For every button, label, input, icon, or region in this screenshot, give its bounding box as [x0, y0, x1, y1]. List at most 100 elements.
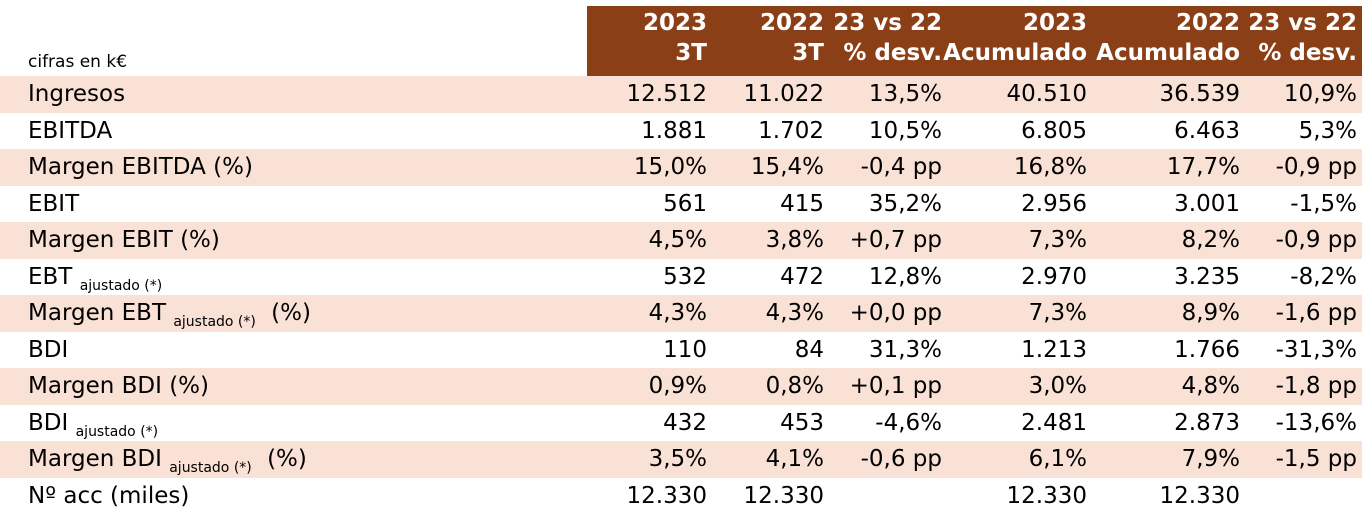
table-cell: 532: [663, 263, 707, 290]
row-label: Margen BDI (%): [28, 368, 209, 404]
col-header-line2: 3T: [675, 40, 707, 66]
table-cell: 4,5%: [648, 227, 707, 253]
table-cell: -0,6 pp: [860, 446, 942, 472]
table-cell: -13,6%: [1275, 409, 1357, 436]
row-label: Margen EBIT (%): [28, 222, 220, 258]
table-cell: 2.481: [1021, 409, 1087, 436]
col-header-2022-3t: 2022 3T: [760, 8, 824, 74]
table-cell: -8,2%: [1290, 263, 1357, 290]
col-header-line1: 2022: [1175, 10, 1240, 36]
table-cell: 1.702: [758, 117, 824, 144]
col-header-line2: 3T: [792, 40, 824, 66]
row-label: Margen EBITDA (%): [28, 149, 253, 185]
row-label-text: Margen EBT: [28, 300, 166, 326]
col-header-line1: 2023: [642, 10, 707, 36]
table-cell: 36.539: [1159, 81, 1240, 107]
table-cell: -1,5 pp: [1275, 446, 1357, 472]
table-row: EBITDA 1.881 1.702 10,5% 6.805 6.463 5,3%: [0, 113, 1362, 150]
col-header-2022-acum: 2022 Acumulado: [1096, 8, 1240, 74]
table-cell: 0,8%: [765, 373, 824, 399]
table-cell: 2.956: [1021, 190, 1087, 217]
row-label-text: EBIT: [28, 190, 80, 217]
table-cell: 12.330: [1159, 482, 1240, 509]
row-label-subscript: ajustado (*): [75, 423, 159, 440]
table-cell: 1.213: [1021, 336, 1087, 363]
table-row: Margen BDI (%) 0,9% 0,8% +0,1 pp 3,0% 4,8% -1,…: [0, 368, 1362, 405]
table-row: Nº acc (miles) 12.330 12.330 12.330 12.330: [0, 478, 1362, 515]
row-label-text: Margen BDI (%): [28, 373, 210, 399]
row-label-text: Margen BDI: [28, 446, 162, 472]
table-row: Ingresos 12.512 11.022 13,5% 40.510 36.539 10,…: [0, 76, 1362, 113]
table-cell: 13,5%: [868, 81, 942, 107]
col-header-line2: Acumulado: [1096, 40, 1240, 66]
table-cell: 4,8%: [1181, 373, 1240, 399]
table-cell: 3,8%: [765, 227, 824, 253]
table-cell: +0,0 pp: [849, 300, 942, 326]
table-cell: 10,9%: [1283, 81, 1357, 107]
row-label: Margen EBT ajustado (*) (%): [28, 295, 311, 334]
col-header-line2: % desv.: [843, 40, 942, 66]
table-cell: 472: [780, 263, 824, 290]
row-label-text: Margen EBITDA (%): [28, 154, 253, 180]
table-cell: 432: [663, 409, 707, 436]
table-cell: 3,5%: [648, 446, 707, 472]
table-cell: -0,9 pp: [1275, 154, 1357, 180]
row-label-text: BDI: [28, 336, 69, 363]
table-cell: -0,4 pp: [860, 154, 942, 180]
col-header-line2: Acumulado: [943, 40, 1087, 66]
row-label-subscript: ajustado (*): [169, 460, 252, 476]
table-cell: +0,7 pp: [849, 227, 942, 253]
table-row: EBIT 561 415 35,2% 2.956 3.001 -1,5%: [0, 186, 1362, 223]
table-cell: 12.330: [626, 482, 707, 509]
row-label-subscript: ajustado (*): [173, 314, 256, 330]
table-cell: -4,6%: [875, 409, 942, 436]
table-cell: 7,9%: [1181, 446, 1240, 472]
row-label-text: EBITDA: [28, 117, 113, 144]
table-cell: +0,1 pp: [849, 373, 942, 399]
table-cell: 0,9%: [648, 373, 707, 399]
table-cell: 3.001: [1174, 190, 1240, 217]
table-cell: -1,8 pp: [1275, 373, 1357, 399]
table-row: BDI 110 84 31,3% 1.213 1.766 -31,3%: [0, 332, 1362, 369]
table-cell: 1.766: [1174, 336, 1240, 363]
table-cell: 11.022: [743, 81, 824, 107]
table-row: Margen EBIT (%) 4,5% 3,8% +0,7 pp 7,3% 8,2% -0…: [0, 222, 1362, 259]
row-label: EBIT: [28, 186, 79, 222]
table-cell: 15,4%: [750, 154, 824, 180]
table-row: BDI ajustado (*) 432 453 -4,6% 2.481 2.873 -13…: [0, 405, 1362, 442]
col-header-2023-3t: 2023 3T: [643, 8, 707, 74]
table-cell: 15,0%: [633, 154, 707, 180]
row-label: Margen BDI ajustado (*) (%): [28, 441, 307, 480]
table-cell: 7,3%: [1028, 300, 1087, 326]
table-cell: 12.330: [1006, 482, 1087, 509]
col-header-line1: 23 vs 22: [1248, 10, 1357, 36]
col-header-line1: 23 vs 22: [833, 10, 942, 36]
table-cell: 12.330: [743, 482, 824, 509]
row-label-suffix: (%): [267, 446, 307, 472]
table-cell: 8,9%: [1181, 300, 1240, 326]
row-label: BDI ajustado (*): [28, 405, 158, 444]
table-cell: 6.805: [1021, 117, 1087, 144]
col-header-desv-3t: 23 vs 22 % desv.: [833, 8, 942, 74]
row-label: EBITDA: [28, 113, 112, 149]
table-cell: 40.510: [1006, 81, 1087, 107]
table-cell: -1,6 pp: [1275, 300, 1357, 326]
row-label-suffix: (%): [271, 300, 311, 326]
row-label: Nº acc (miles): [28, 478, 189, 514]
col-header-line2: % desv.: [1258, 40, 1357, 66]
table-cell: -31,3%: [1275, 336, 1357, 363]
table-cell: 17,7%: [1166, 154, 1240, 180]
row-label: BDI: [28, 332, 68, 368]
table-cell: 3,0%: [1028, 373, 1087, 399]
header-band: [587, 6, 1362, 76]
table-cell: 4,3%: [648, 300, 707, 326]
table-cell: 6,1%: [1028, 446, 1087, 472]
table-cell: 4,1%: [765, 446, 824, 472]
table-cell: 5,3%: [1298, 117, 1357, 144]
col-header-2023-acum: 2023 Acumulado: [943, 8, 1087, 74]
table-cell: 84: [794, 336, 824, 363]
table-cell: 561: [663, 190, 707, 217]
table-cell: 10,5%: [868, 117, 942, 144]
table-row: Margen EBITDA (%) 15,0% 15,4% -0,4 pp 16,8% 1…: [0, 149, 1362, 186]
col-header-line1: 2022: [759, 10, 824, 36]
